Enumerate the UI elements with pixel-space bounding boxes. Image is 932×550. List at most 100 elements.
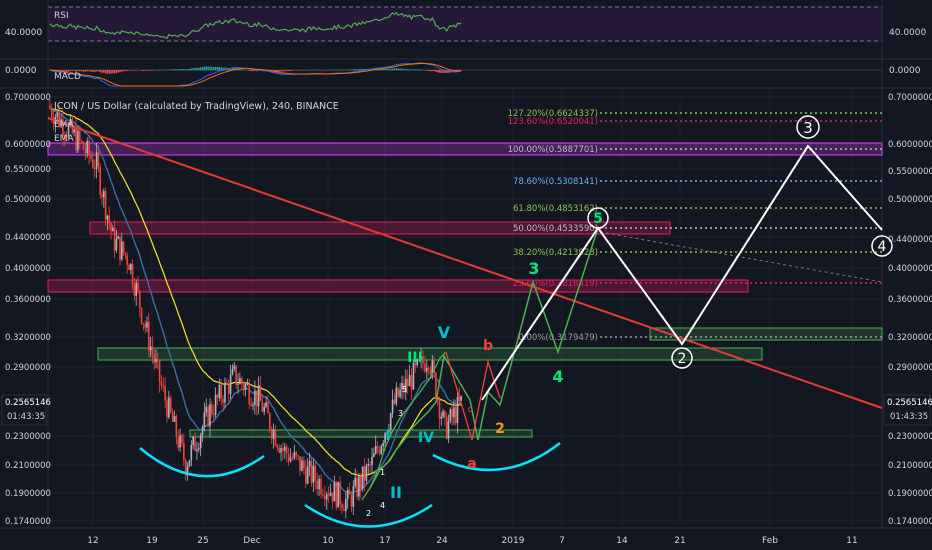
candle-body	[445, 416, 448, 439]
macd-bar	[222, 67, 224, 71]
rsi-right-value: 40.0000	[889, 28, 926, 38]
macd-bar	[194, 67, 196, 71]
macd-bar	[429, 70, 432, 72]
candle-body	[124, 252, 127, 256]
macd-bar	[286, 70, 288, 72]
macd-bar	[113, 70, 116, 74]
ema-legend-2: EMA	[54, 134, 74, 144]
candle-body	[341, 504, 343, 509]
last-price-left-box	[1, 394, 47, 426]
candle-body	[265, 402, 267, 407]
macd-bar	[90, 70, 92, 72]
candle-body	[451, 409, 453, 418]
candle-body	[214, 394, 217, 415]
macd-bar	[64, 70, 66, 73]
macd-bar	[207, 66, 209, 71]
macd-bar	[401, 68, 403, 71]
price-tick-left: 0.5500000	[5, 165, 51, 175]
candle-body	[429, 369, 432, 374]
candle-body	[90, 155, 92, 160]
candle-body	[252, 404, 254, 406]
candle-body	[343, 508, 345, 511]
macd-bar	[312, 69, 315, 71]
candle-body	[229, 374, 232, 395]
price-tick-left: 0.2100000	[5, 461, 51, 471]
macd-bar	[179, 69, 181, 71]
candle-body	[108, 215, 110, 224]
candle-body	[119, 236, 121, 260]
arc-head	[304, 503, 433, 528]
candle-body	[310, 460, 313, 483]
candle-body	[196, 449, 198, 451]
candle-body	[335, 482, 338, 508]
macd-bar	[99, 70, 101, 73]
macd-line	[49, 62, 462, 87]
wave-correction-red	[445, 351, 501, 441]
time-axis[interactable]: 12 19 25 Dec 10 17 24 2019 7 14 21 Feb 11	[87, 536, 857, 546]
candle-body	[216, 394, 219, 398]
candle-body	[386, 432, 388, 434]
candle-body	[95, 152, 98, 169]
macd-bar	[254, 70, 256, 71]
macd-bar	[389, 68, 392, 71]
fib-level-label: 61.80%(0.4853162)	[513, 204, 598, 214]
macd-bar	[248, 70, 250, 71]
candle-body	[388, 430, 390, 433]
candle-body	[447, 421, 450, 439]
macd-bar	[97, 70, 100, 72]
fib-level-label: 78.60%(0.5308141)	[513, 177, 598, 187]
price-tick-right: 0.4000000	[888, 264, 932, 274]
macd-bar	[144, 70, 146, 71]
candle-body	[181, 435, 183, 444]
macd-bar	[157, 69, 159, 71]
macd-bar	[82, 70, 85, 72]
macd-bar	[414, 69, 417, 71]
fib-level-label: 23.60%(0.3818419)	[513, 279, 598, 289]
macd-bar	[203, 66, 206, 71]
candle-body	[160, 382, 163, 386]
candle-body	[209, 404, 211, 427]
macd-bar	[442, 70, 444, 73]
price-axis-right[interactable]: 0.7000000 0.6000000 0.5500000 0.5000000 0.44…	[888, 93, 932, 527]
candle-body	[135, 282, 137, 296]
candle-body	[128, 265, 130, 271]
candle-body	[274, 429, 277, 446]
fib-level-label: 123.60%(0.6520041)	[508, 117, 598, 127]
candle-body	[270, 429, 273, 439]
wave-label-roman-2: II	[390, 483, 402, 502]
wave-circle-4	[871, 235, 893, 257]
macd-bar	[106, 70, 109, 74]
price-axis-left[interactable]: 0.7000000 0.6000000 0.5500000 0.5000000 0.44…	[5, 93, 51, 527]
candle-body	[183, 443, 185, 461]
candle-body	[414, 362, 417, 366]
macd-bar	[186, 69, 189, 71]
candle-body	[356, 477, 358, 497]
rsi-panel[interactable]: RSI 40.0000 40.0000	[5, 6, 926, 42]
candle-body	[177, 437, 180, 448]
macd-panel[interactable]: MACD 0.0000 0.0000	[5, 62, 921, 87]
wave-label-minor-3: 3	[398, 409, 403, 418]
price-tick-right: 0.6000000	[888, 140, 932, 150]
candle-body	[358, 476, 360, 497]
wave-circle-5	[587, 207, 609, 229]
price-tick-left: 0.4400000	[5, 233, 51, 243]
macd-bar	[242, 69, 245, 71]
candle-body	[303, 460, 305, 469]
macd-bar	[444, 70, 446, 73]
candle-body	[284, 446, 286, 451]
macd-bar	[237, 68, 239, 71]
candle-body	[276, 445, 279, 448]
candle-body	[122, 241, 125, 253]
wave-label-circle-3: 3	[803, 119, 813, 137]
macd-bar	[347, 69, 349, 71]
macd-bar	[77, 70, 79, 72]
candle-body	[239, 378, 241, 384]
macd-signal-line	[49, 62, 462, 87]
macd-bar	[62, 70, 64, 72]
macd-bar	[333, 69, 336, 71]
candle-body	[254, 390, 256, 405]
descending-trendline[interactable]	[47, 117, 883, 409]
macd-bar	[216, 66, 219, 71]
candle-body	[389, 413, 392, 431]
